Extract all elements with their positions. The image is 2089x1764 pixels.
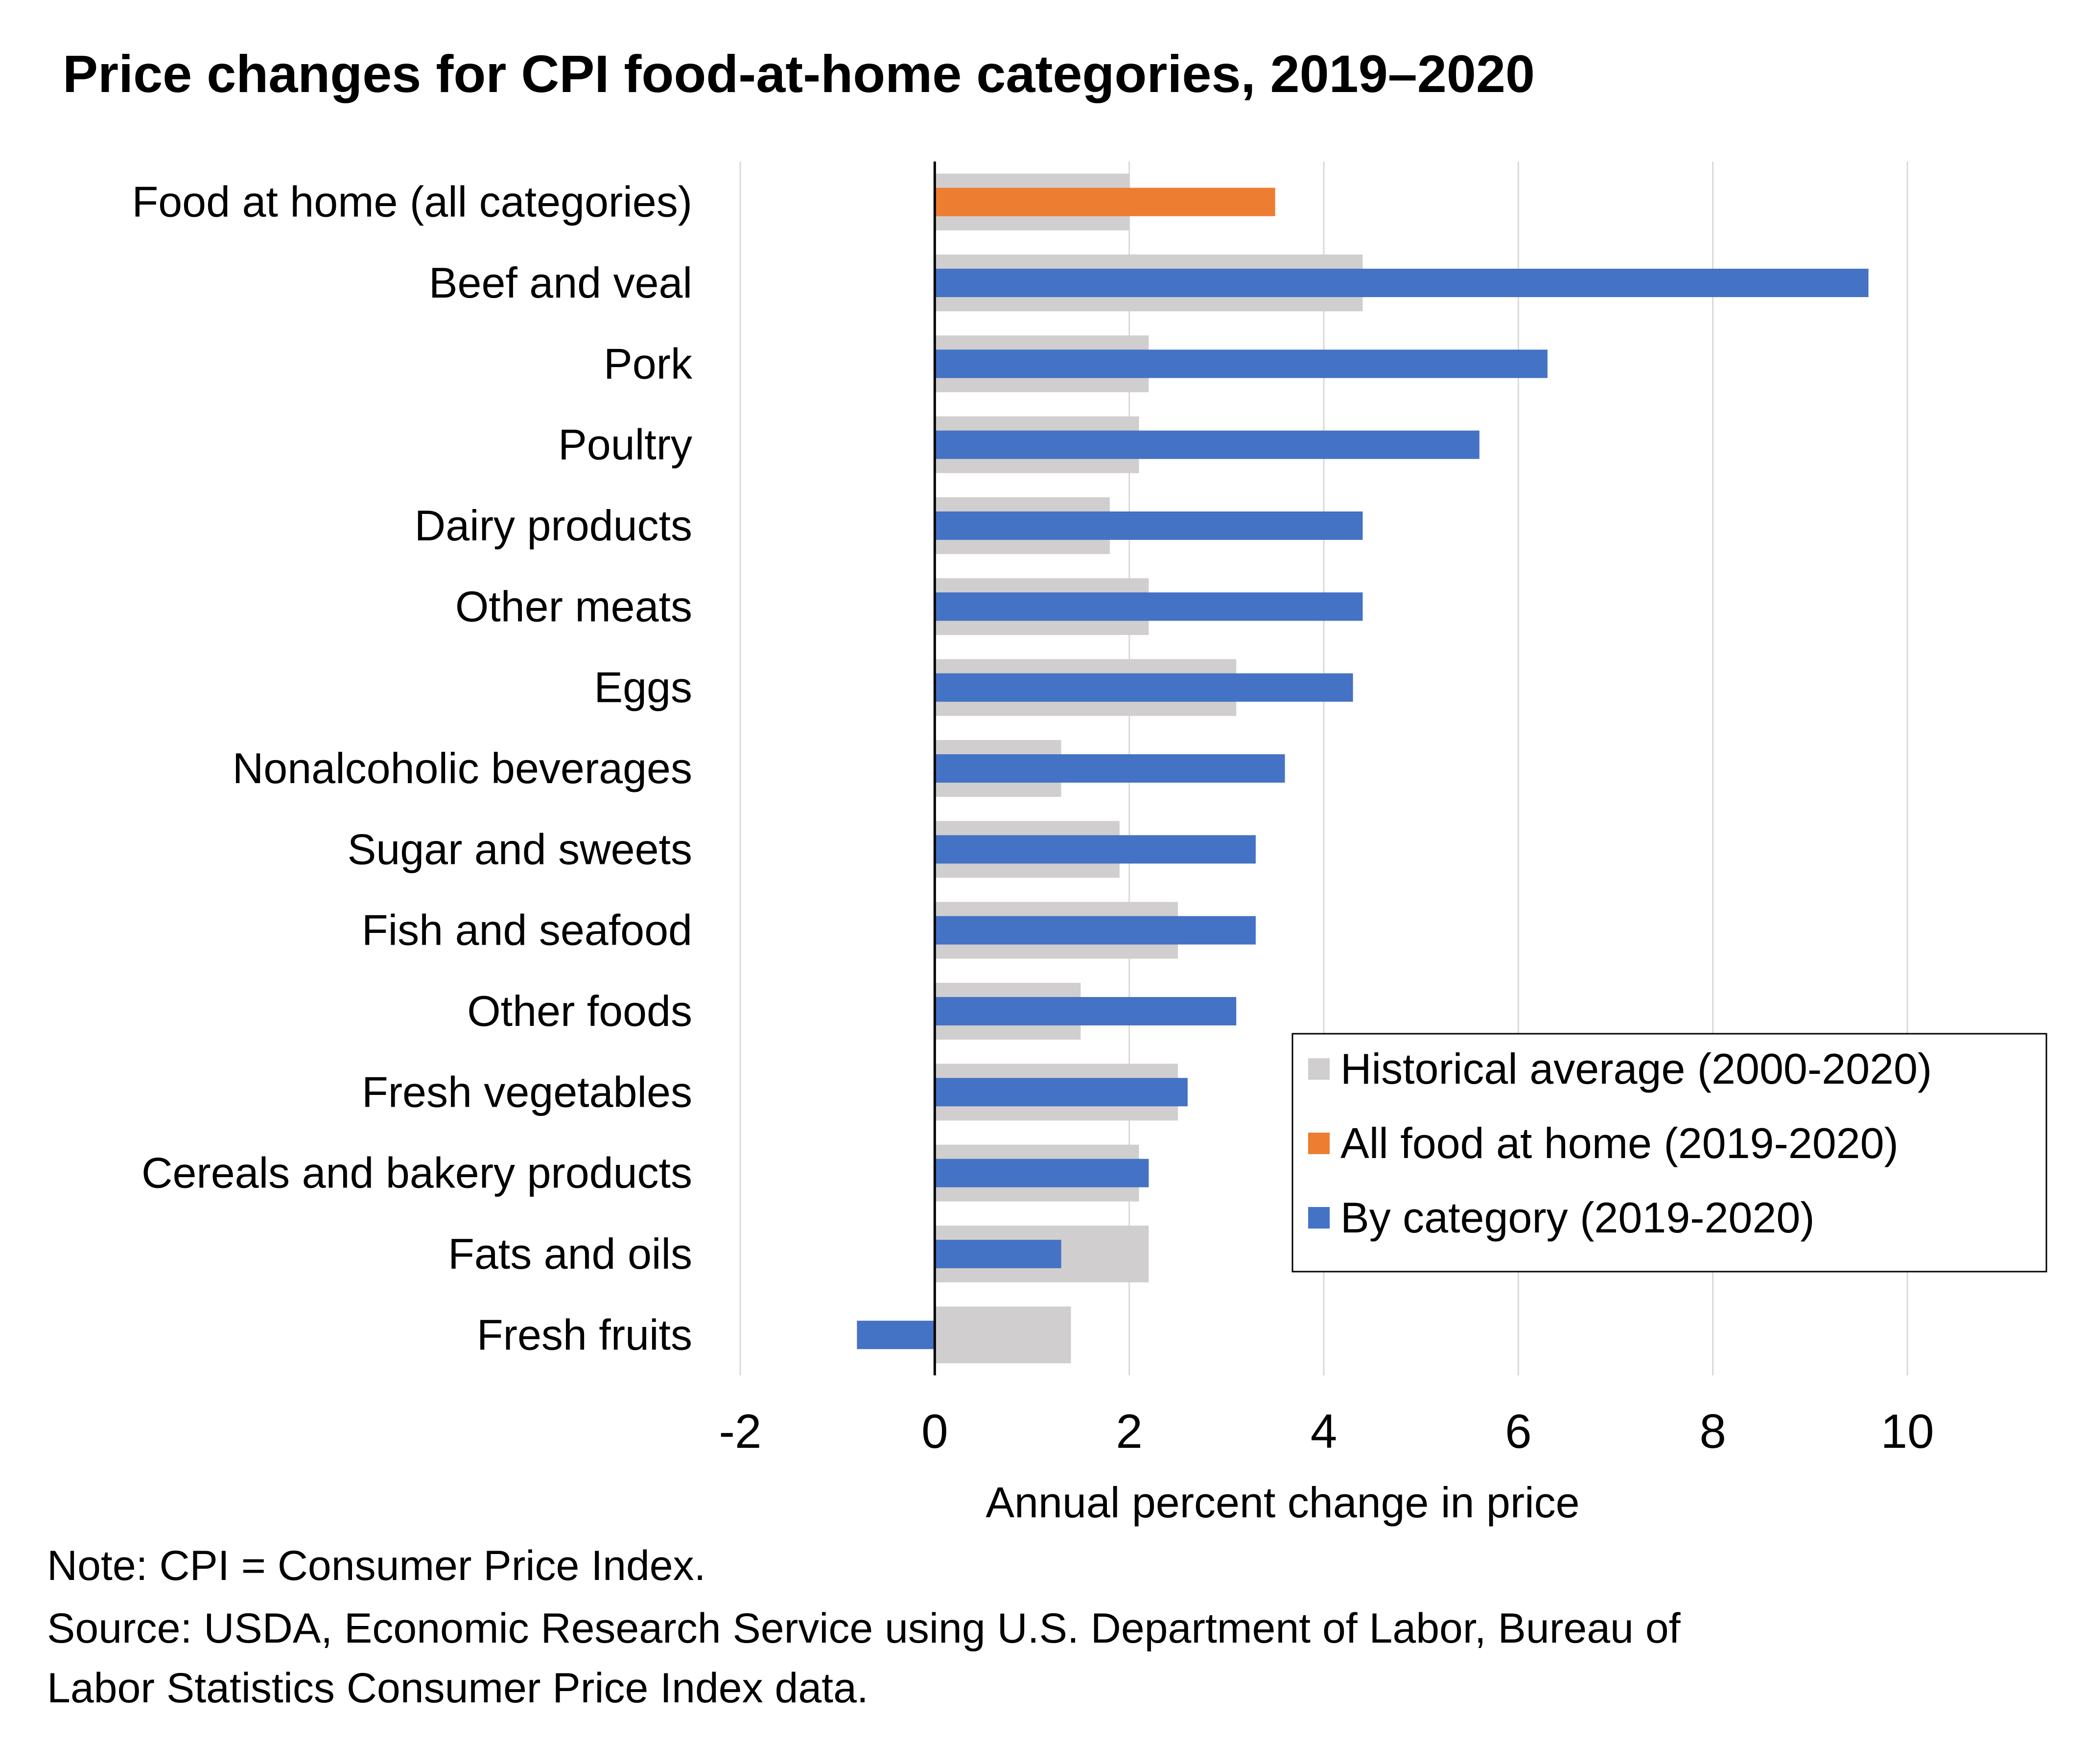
category-label: Cereals and bakery products	[141, 1149, 692, 1197]
bar-all-food-at-home-food-at-home-all-categories	[935, 187, 1275, 216]
legend-label: By category (2019-2020)	[1340, 1193, 1815, 1242]
bar-by-category-other-meats	[935, 592, 1363, 621]
source-line-1: Source: USDA, Economic Research Service …	[47, 1605, 1681, 1652]
category-label: Fresh fruits	[477, 1310, 692, 1359]
bar-by-category-sugar-and-sweets	[935, 835, 1256, 864]
category-label: Poultry	[558, 420, 692, 469]
x-tick-label: 4	[1311, 1404, 1338, 1458]
category-label: Sugar and sweets	[348, 825, 692, 873]
source-line-2: Labor Statistics Consumer Price Index da…	[47, 1665, 868, 1712]
x-axis-label: Annual percent change in price	[986, 1478, 1579, 1527]
category-label: Nonalcoholic beverages	[233, 744, 692, 792]
category-label: Other meats	[455, 582, 692, 630]
category-label: Fats and oils	[448, 1230, 692, 1278]
legend-swatch	[1308, 1058, 1330, 1080]
legend: Historical average (2000-2020) All food a…	[1291, 1033, 2047, 1273]
bar-by-category-dairy-products	[935, 511, 1363, 540]
category-label: Other foods	[467, 987, 692, 1035]
category-label: Food at home (all categories)	[132, 178, 692, 226]
legend-swatch	[1308, 1133, 1330, 1154]
bar-by-category-pork	[935, 349, 1548, 378]
x-tick-label: 8	[1699, 1404, 1726, 1458]
category-label: Dairy products	[415, 501, 692, 550]
x-tick-label: 10	[1880, 1404, 1934, 1458]
category-label: Beef and veal	[429, 258, 692, 307]
x-tick-labels: -2 0 2 4 6 8 10	[719, 1404, 1934, 1458]
bar-by-category-fats-and-oils	[935, 1240, 1061, 1268]
bar-by-category-other-foods	[935, 997, 1237, 1025]
legend-box	[1291, 1033, 2047, 1273]
category-label: Pork	[604, 339, 693, 388]
legend-label: Historical average (2000-2020)	[1340, 1044, 1932, 1093]
x-tick-label: -2	[719, 1404, 761, 1458]
bar-by-category-nonalcoholic-beverages	[935, 754, 1285, 783]
current-period-bars	[857, 187, 1869, 1349]
category-label: Fish and seafood	[362, 906, 692, 954]
bar-by-category-fresh-fruits	[857, 1321, 935, 1349]
x-tick-label: 0	[921, 1404, 948, 1458]
legend-swatch	[1308, 1207, 1330, 1229]
x-tick-label: 2	[1116, 1404, 1143, 1458]
bar-by-category-beef-and-veal	[935, 269, 1869, 297]
x-tick-label: 6	[1505, 1404, 1532, 1458]
bar-by-category-cereals-and-bakery-products	[935, 1159, 1149, 1187]
bar-by-category-fish-and-seafood	[935, 916, 1256, 945]
bar-by-category-poultry	[935, 430, 1479, 459]
category-label: Eggs	[594, 663, 692, 712]
bar-historical-fresh-fruits	[935, 1306, 1071, 1364]
chart-title: Price changes for CPI food-at-home categ…	[63, 44, 1535, 103]
legend-label: All food at home (2019-2020)	[1340, 1119, 1899, 1167]
category-labels: Food at home (all categories) Beef and ve…	[132, 178, 693, 1359]
bar-by-category-eggs	[935, 673, 1353, 702]
category-label: Fresh vegetables	[362, 1068, 692, 1116]
bar-by-category-fresh-vegetables	[935, 1078, 1188, 1107]
footnote: Note: CPI = Consumer Price Index.	[47, 1542, 706, 1589]
